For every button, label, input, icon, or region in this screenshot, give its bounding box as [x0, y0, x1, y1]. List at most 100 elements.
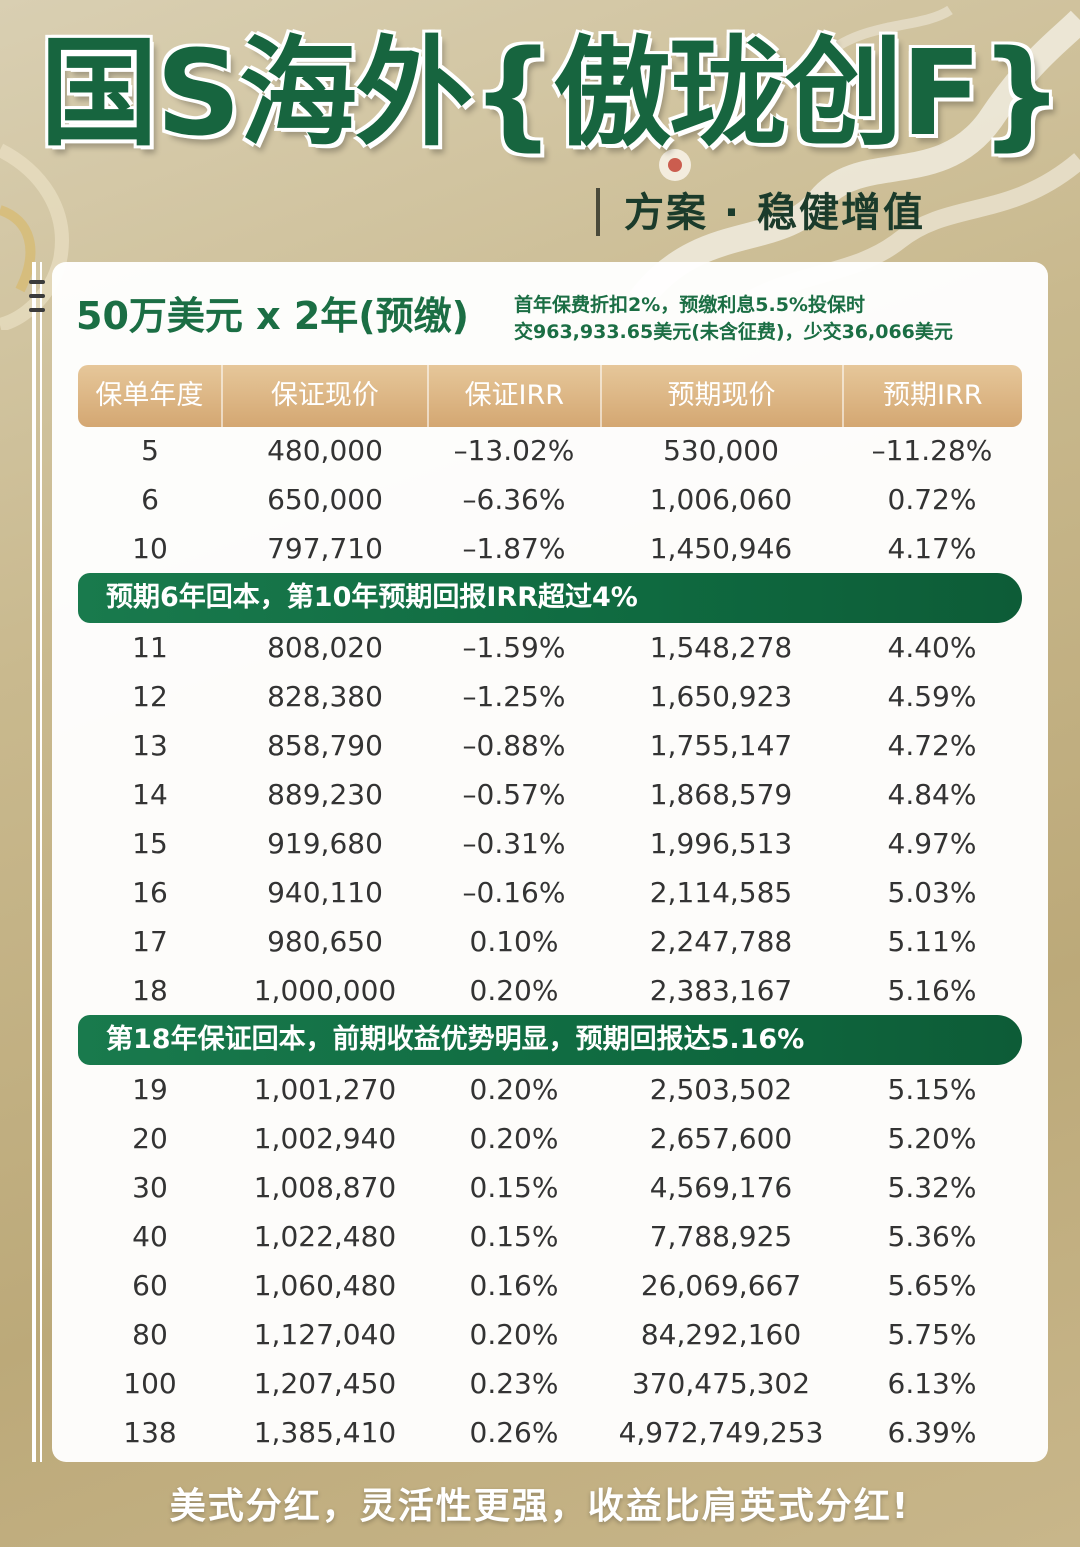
page-title: 国S海外{傲珑创F} — [40, 24, 1064, 162]
guaranteed-irr-cell: –6.36% — [462, 483, 566, 516]
table-row: 11 808,020 –1.59% 1,548,278 4.40% — [78, 623, 1022, 672]
table-row: 6 650,000 –6.36% 1,006,060 0.72% — [78, 475, 1022, 524]
column-header-policy-year: 保单年度 — [78, 365, 223, 427]
plan-title: 50万美元 x 2年(预缴) — [76, 294, 470, 338]
guaranteed-irr-cell: 0.16% — [469, 1269, 559, 1302]
expected-value-cell: 4,972,749,253 — [618, 1416, 824, 1449]
guaranteed-irr-cell: –1.59% — [462, 631, 566, 664]
expected-value-cell: 4,569,176 — [649, 1171, 793, 1204]
subtitle-divider — [596, 188, 600, 236]
policy-year-cell: 30 — [132, 1171, 168, 1204]
table-row: 15 919,680 –0.31% 1,996,513 4.97% — [78, 819, 1022, 868]
expected-irr-cell: 6.39% — [887, 1416, 977, 1449]
guaranteed-value-cell: 1,022,480 — [253, 1220, 397, 1253]
table-row: 19 1,001,270 0.20% 2,503,502 5.15% — [78, 1065, 1022, 1114]
table-row: 13 858,790 –0.88% 1,755,147 4.72% — [78, 721, 1022, 770]
expected-irr-cell: 5.36% — [887, 1220, 977, 1253]
policy-year-cell: 12 — [132, 680, 168, 713]
guaranteed-value-cell: 650,000 — [267, 483, 383, 516]
expected-irr-cell: 4.59% — [887, 680, 977, 713]
guaranteed-irr-cell: 0.23% — [469, 1367, 559, 1400]
expected-value-cell: 1,450,946 — [649, 532, 793, 565]
expected-irr-cell: 5.11% — [887, 925, 977, 958]
expected-value-cell: 1,996,513 — [649, 827, 793, 860]
guaranteed-irr-cell: 0.20% — [469, 1318, 559, 1351]
policy-year-cell: 16 — [132, 876, 168, 909]
plan-note-line: 首年保费折扣2%，预缴利息5.5%投保时 — [514, 294, 865, 316]
expected-irr-cell: 4.40% — [887, 631, 977, 664]
policy-year-cell: 18 — [132, 974, 168, 1007]
plan-card: 50万美元 x 2年(预缴) 首年保费折扣2%，预缴利息5.5%投保时 交963… — [52, 262, 1048, 1462]
guaranteed-value-cell: 828,380 — [267, 680, 383, 713]
binder-ring — [29, 308, 45, 312]
expected-value-cell: 1,548,278 — [649, 631, 793, 664]
policy-year-cell: 10 — [132, 532, 168, 565]
table-row: 20 1,002,940 0.20% 2,657,600 5.20% — [78, 1114, 1022, 1163]
expected-irr-cell: 0.72% — [887, 483, 977, 516]
guaranteed-value-cell: 1,008,870 — [253, 1171, 397, 1204]
guaranteed-value-cell: 1,001,270 — [253, 1073, 397, 1106]
guaranteed-irr-cell: –0.31% — [462, 827, 566, 860]
guaranteed-value-cell: 1,127,040 — [253, 1318, 397, 1351]
expected-value-cell: 2,114,585 — [649, 876, 793, 909]
policy-year-cell: 15 — [132, 827, 168, 860]
guaranteed-value-cell: 797,710 — [267, 532, 383, 565]
policy-year-cell: 100 — [123, 1367, 177, 1400]
expected-irr-cell: –11.28% — [871, 434, 993, 467]
guaranteed-value-cell: 1,207,450 — [253, 1367, 397, 1400]
expected-value-cell: 26,069,667 — [640, 1269, 802, 1302]
policy-year-cell: 138 — [123, 1416, 177, 1449]
expected-irr-cell: 5.20% — [887, 1122, 977, 1155]
expected-value-cell: 2,383,167 — [649, 974, 793, 1007]
policy-year-cell: 6 — [141, 483, 159, 516]
guaranteed-value-cell: 858,790 — [267, 729, 383, 762]
guaranteed-value-cell: 980,650 — [267, 925, 383, 958]
expected-irr-cell: 6.13% — [887, 1367, 977, 1400]
highlight-banner: 预期6年回本，第10年预期回报IRR超过4% — [78, 573, 1022, 623]
guaranteed-value-cell: 1,385,410 — [253, 1416, 397, 1449]
expected-value-cell: 84,292,160 — [640, 1318, 802, 1351]
notebook-edge-inner — [40, 262, 42, 1462]
table-body: 5 480,000 –13.02% 530,000 –11.28% 6 650,000 –6.… — [78, 426, 1022, 1457]
guaranteed-value-cell: 889,230 — [267, 778, 383, 811]
guaranteed-irr-cell: 0.15% — [469, 1220, 559, 1253]
guaranteed-irr-cell: –0.57% — [462, 778, 566, 811]
footer-slogan: 美式分红，灵活性更强，收益比肩英式分红! — [169, 1486, 911, 1527]
policy-year-cell: 17 — [132, 925, 168, 958]
guaranteed-irr-cell: 0.10% — [469, 925, 559, 958]
highlight-banner: 第18年保证回本，前期收益优势明显，预期回报达5.16% — [78, 1015, 1022, 1065]
expected-value-cell: 2,247,788 — [649, 925, 793, 958]
expected-value-cell: 530,000 — [663, 434, 779, 467]
binder-ring — [29, 294, 45, 298]
plan-note: 首年保费折扣2%，预缴利息5.5%投保时 交963,933.65美元(未含征费)… — [514, 292, 1034, 346]
plan-note-line: 交963,933.65美元(未含征费)，少交36,066美元 — [514, 321, 953, 343]
table-row: 16 940,110 –0.16% 2,114,585 5.03% — [78, 868, 1022, 917]
expected-irr-cell: 5.03% — [887, 876, 977, 909]
binder-ring — [29, 280, 45, 284]
expected-value-cell: 2,503,502 — [649, 1073, 793, 1106]
expected-irr-cell: 5.32% — [887, 1171, 977, 1204]
table-row: 17 980,650 0.10% 2,247,788 5.11% — [78, 917, 1022, 966]
table-row: 12 828,380 –1.25% 1,650,923 4.59% — [78, 672, 1022, 721]
table-row: 30 1,008,870 0.15% 4,569,176 5.32% — [78, 1163, 1022, 1212]
guaranteed-value-cell: 940,110 — [267, 876, 383, 909]
policy-year-cell: 13 — [132, 729, 168, 762]
table-row: 40 1,022,480 0.15% 7,788,925 5.36% — [78, 1212, 1022, 1261]
expected-value-cell: 370,475,302 — [631, 1367, 811, 1400]
policy-year-cell: 20 — [132, 1122, 168, 1155]
table-row: 100 1,207,450 0.23% 370,475,302 6.13% — [78, 1359, 1022, 1408]
guaranteed-irr-cell: –1.25% — [462, 680, 566, 713]
expected-value-cell: 2,657,600 — [649, 1122, 793, 1155]
expected-irr-cell: 5.75% — [887, 1318, 977, 1351]
guaranteed-irr-cell: 0.26% — [469, 1416, 559, 1449]
guaranteed-irr-cell: –0.88% — [462, 729, 566, 762]
expected-irr-cell: 5.15% — [887, 1073, 977, 1106]
table-row: 14 889,230 –0.57% 1,868,579 4.84% — [78, 770, 1022, 819]
column-header-expected-value: 预期现价 — [602, 365, 844, 427]
expected-irr-cell: 4.17% — [887, 532, 977, 565]
policy-year-cell: 11 — [132, 631, 168, 664]
table-row: 138 1,385,410 0.26% 4,972,749,253 6.39% — [78, 1408, 1022, 1457]
table-row: 5 480,000 –13.02% 530,000 –11.28% — [78, 426, 1022, 475]
guaranteed-irr-cell: 0.20% — [469, 974, 559, 1007]
expected-value-cell: 1,650,923 — [649, 680, 793, 713]
